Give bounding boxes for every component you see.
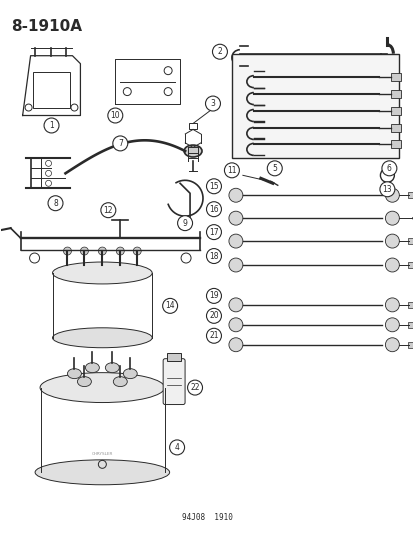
Circle shape — [116, 247, 124, 255]
Ellipse shape — [67, 369, 81, 378]
Text: 94J08  1910: 94J08 1910 — [181, 513, 232, 522]
Ellipse shape — [52, 262, 152, 284]
Bar — [407, 322, 413, 328]
Circle shape — [228, 234, 242, 248]
Circle shape — [228, 211, 242, 225]
Text: 1: 1 — [49, 121, 54, 130]
Text: 20: 20 — [209, 311, 218, 320]
Ellipse shape — [40, 373, 164, 402]
Text: 4: 4 — [174, 443, 179, 452]
Circle shape — [177, 216, 192, 231]
Bar — [407, 342, 413, 348]
Text: 19: 19 — [209, 292, 218, 301]
Text: 21: 21 — [209, 332, 218, 340]
FancyBboxPatch shape — [163, 359, 185, 405]
Bar — [390, 125, 400, 133]
Circle shape — [206, 201, 221, 217]
Bar — [390, 140, 400, 148]
Text: 16: 16 — [209, 205, 218, 214]
Text: 7: 7 — [118, 139, 122, 148]
Circle shape — [385, 234, 399, 248]
Circle shape — [206, 309, 221, 324]
Circle shape — [224, 163, 239, 178]
Text: 3: 3 — [210, 99, 215, 108]
Ellipse shape — [184, 145, 202, 157]
Circle shape — [107, 108, 123, 123]
Bar — [167, 353, 180, 361]
Circle shape — [228, 188, 242, 202]
Circle shape — [206, 248, 221, 263]
Circle shape — [228, 318, 242, 332]
Bar — [407, 192, 413, 198]
Text: 2: 2 — [217, 47, 222, 56]
Bar — [390, 72, 400, 80]
Text: 17: 17 — [209, 228, 218, 237]
Text: 9: 9 — [182, 219, 187, 228]
Circle shape — [162, 298, 177, 313]
Circle shape — [63, 247, 71, 255]
Circle shape — [267, 161, 282, 176]
Ellipse shape — [52, 328, 152, 348]
Text: 10: 10 — [110, 111, 120, 120]
Ellipse shape — [85, 362, 99, 373]
Circle shape — [385, 338, 399, 352]
Circle shape — [381, 161, 396, 176]
Circle shape — [228, 298, 242, 312]
Text: 18: 18 — [209, 252, 218, 261]
Ellipse shape — [77, 377, 91, 386]
Text: 6: 6 — [386, 164, 391, 173]
Bar — [231, 54, 399, 158]
Bar — [33, 71, 70, 108]
Circle shape — [385, 188, 399, 202]
Text: 11: 11 — [227, 166, 236, 175]
Text: CHRYSLER: CHRYSLER — [91, 453, 113, 456]
Ellipse shape — [113, 377, 127, 386]
Circle shape — [385, 318, 399, 332]
Bar — [390, 90, 400, 98]
Bar — [407, 238, 413, 244]
Text: 8: 8 — [53, 199, 58, 208]
Text: 8-1910A: 8-1910A — [11, 19, 81, 34]
Text: 12: 12 — [103, 206, 113, 215]
Circle shape — [385, 258, 399, 272]
Circle shape — [205, 96, 220, 111]
Ellipse shape — [105, 362, 119, 373]
Circle shape — [385, 298, 399, 312]
Circle shape — [206, 328, 221, 343]
Bar — [407, 262, 413, 268]
Circle shape — [187, 380, 202, 395]
Circle shape — [101, 203, 116, 217]
Circle shape — [169, 440, 184, 455]
Text: 14: 14 — [165, 301, 175, 310]
Circle shape — [228, 338, 242, 352]
Circle shape — [113, 136, 128, 151]
Ellipse shape — [123, 369, 137, 378]
Text: 22: 22 — [190, 383, 199, 392]
Circle shape — [48, 196, 63, 211]
Bar — [407, 302, 413, 308]
Text: 13: 13 — [382, 185, 391, 194]
Circle shape — [385, 211, 399, 225]
Bar — [189, 124, 197, 130]
Circle shape — [80, 247, 88, 255]
Ellipse shape — [35, 460, 169, 485]
Circle shape — [206, 224, 221, 240]
Bar — [390, 107, 400, 115]
Text: 15: 15 — [209, 182, 218, 191]
Circle shape — [379, 182, 394, 197]
Circle shape — [206, 179, 221, 193]
Circle shape — [212, 44, 227, 59]
Circle shape — [133, 247, 141, 255]
Circle shape — [228, 258, 242, 272]
Circle shape — [206, 288, 221, 303]
Circle shape — [98, 247, 106, 255]
Circle shape — [44, 118, 59, 133]
Text: 5: 5 — [272, 164, 277, 173]
